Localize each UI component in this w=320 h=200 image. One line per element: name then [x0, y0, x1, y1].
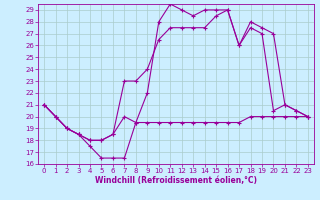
X-axis label: Windchill (Refroidissement éolien,°C): Windchill (Refroidissement éolien,°C) — [95, 176, 257, 185]
